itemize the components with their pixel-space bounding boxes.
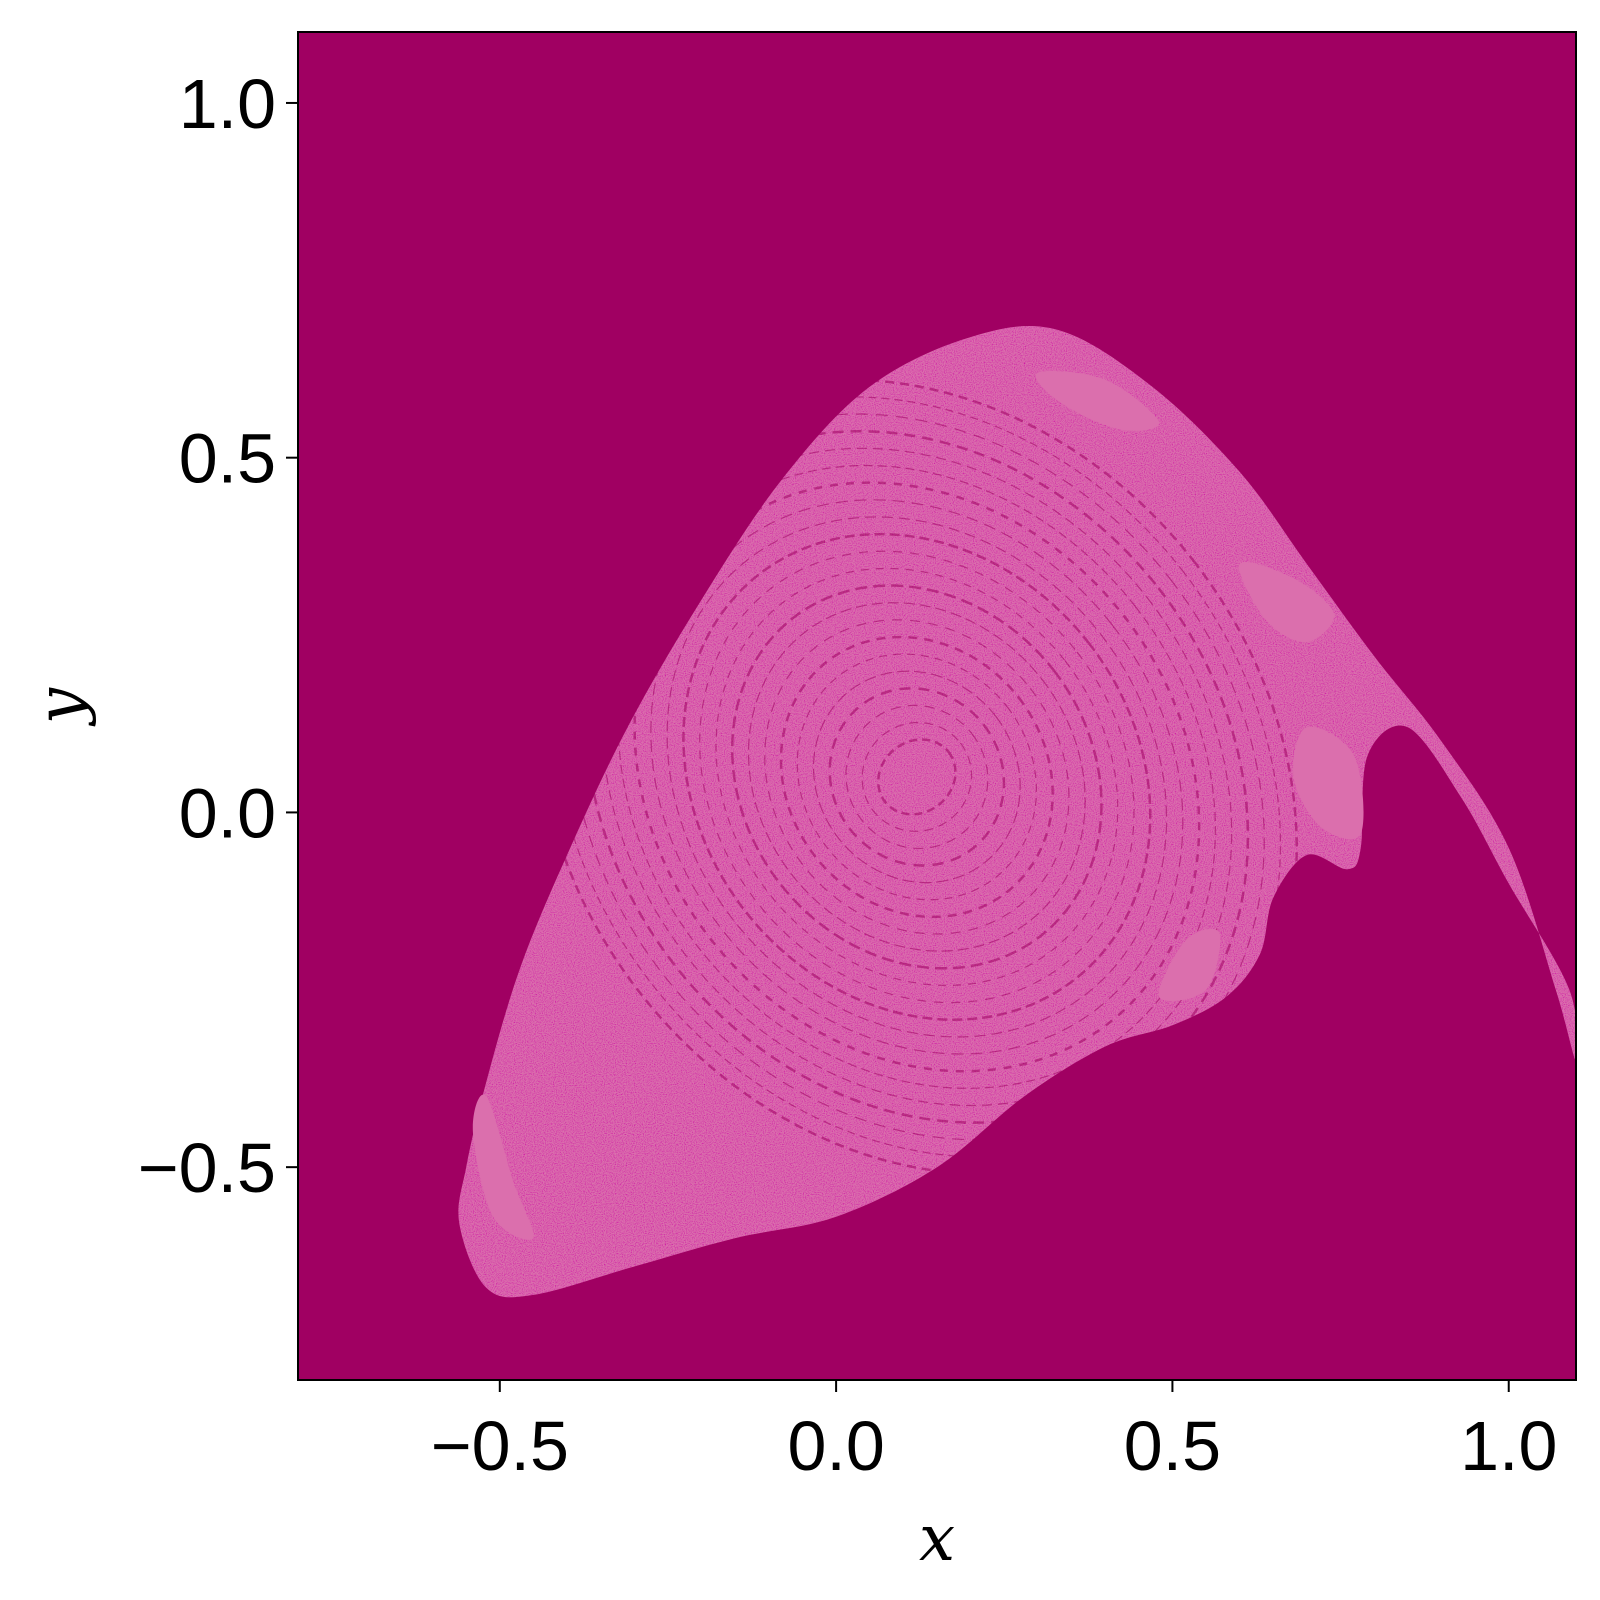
filament-ring — [812, 670, 1021, 884]
basin-pocket — [472, 1094, 534, 1240]
x-tick-label: 0.5 — [1124, 1407, 1221, 1485]
filament-ring — [552, 396, 1282, 1158]
plot-frame — [297, 31, 1577, 1381]
filament-ring — [861, 721, 973, 832]
filament-ring — [747, 602, 1086, 952]
plot-area — [298, 32, 1576, 1380]
x-tick-label: −0.5 — [431, 1407, 569, 1485]
filament-ring — [796, 653, 1038, 901]
y-axis: −0.5 0.0 0.5 1.0 — [138, 65, 298, 1207]
basin-pocket — [1293, 726, 1364, 840]
filament-ring — [699, 550, 1135, 1004]
filament-ring — [779, 635, 1054, 919]
filament-ring — [601, 447, 1233, 1107]
x-tick-label: 1.0 — [1460, 1407, 1557, 1485]
filament-ring — [633, 481, 1201, 1073]
y-tick-label: 0.5 — [179, 420, 276, 498]
filament-ring — [876, 738, 957, 816]
basin-pocket — [1239, 562, 1335, 643]
basin-pocket — [1158, 928, 1221, 1002]
filament-ring — [666, 516, 1168, 1038]
filament-ring — [845, 704, 989, 850]
y-tick-label: 1.0 — [179, 65, 276, 143]
filament-ring — [764, 619, 1070, 935]
filament-ring — [828, 687, 1006, 867]
filament-ring — [617, 464, 1216, 1089]
x-tick-label: 0.0 — [787, 1407, 884, 1485]
filament-ring — [584, 429, 1250, 1124]
basin-pocket — [1035, 370, 1160, 431]
y-tick-label: 0.0 — [179, 774, 276, 852]
attractor-basin-region — [458, 326, 1576, 1298]
y-axis-label: y — [24, 687, 98, 727]
filament-ring — [650, 499, 1184, 1055]
filament-ring — [535, 378, 1298, 1176]
x-axis: −0.5 0.0 0.5 1.0 — [431, 1380, 1557, 1485]
filament-ring — [682, 532, 1152, 1021]
filament-ring — [568, 413, 1265, 1141]
filament-ring — [730, 584, 1103, 970]
x-axis-label: x — [919, 1502, 955, 1576]
basin-filaments — [535, 378, 1298, 1176]
y-tick-label: −0.5 — [138, 1129, 276, 1207]
